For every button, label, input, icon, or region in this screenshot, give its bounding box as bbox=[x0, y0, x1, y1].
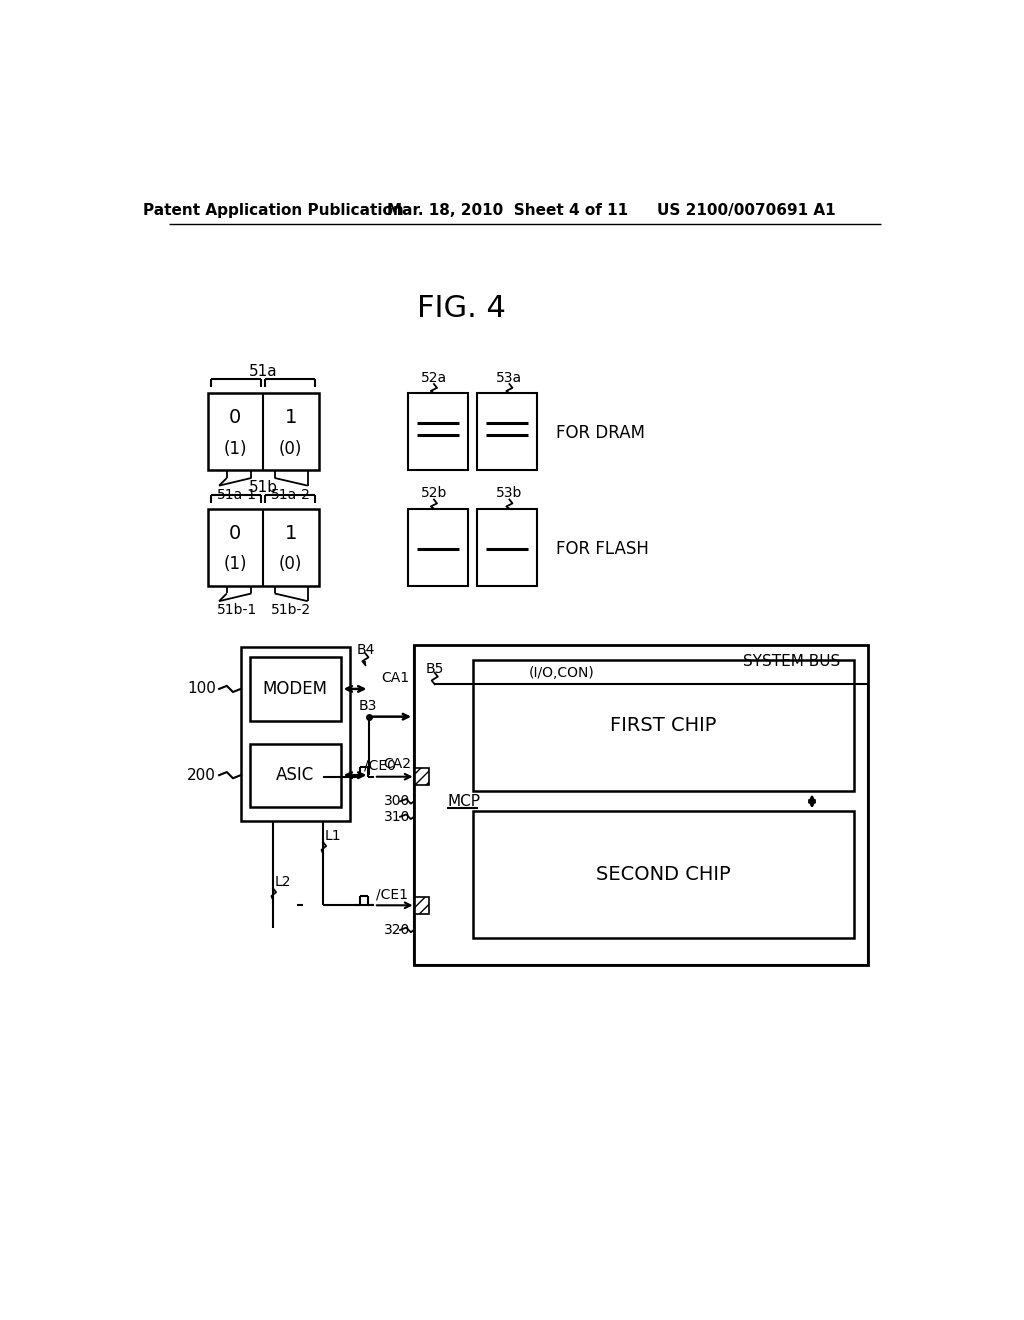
Text: 320: 320 bbox=[384, 923, 410, 937]
Text: SECOND CHIP: SECOND CHIP bbox=[596, 865, 731, 884]
Bar bbox=[414, 645, 868, 965]
Text: 1: 1 bbox=[285, 408, 297, 428]
Bar bbox=[250, 657, 341, 721]
Bar bbox=[208, 508, 319, 586]
Text: /CE0: /CE0 bbox=[364, 759, 395, 774]
Text: 1: 1 bbox=[285, 524, 297, 543]
Text: 51a-2: 51a-2 bbox=[270, 488, 310, 502]
Text: 53a: 53a bbox=[497, 371, 522, 385]
Text: SYSTEM BUS: SYSTEM BUS bbox=[742, 655, 840, 669]
Bar bbox=[473, 660, 854, 792]
Text: Mar. 18, 2010  Sheet 4 of 11: Mar. 18, 2010 Sheet 4 of 11 bbox=[387, 203, 629, 218]
Text: FIRST CHIP: FIRST CHIP bbox=[610, 717, 717, 735]
Text: 51a: 51a bbox=[249, 364, 278, 379]
Text: FOR FLASH: FOR FLASH bbox=[556, 540, 649, 558]
Bar bbox=[408, 393, 468, 470]
Text: 0: 0 bbox=[229, 524, 242, 543]
Text: MODEM: MODEM bbox=[263, 680, 328, 698]
Text: (0): (0) bbox=[279, 440, 302, 458]
Text: MCP: MCP bbox=[447, 793, 480, 809]
Text: 52a: 52a bbox=[421, 371, 447, 385]
Text: 200: 200 bbox=[187, 768, 216, 783]
Bar bbox=[473, 812, 854, 939]
Bar bbox=[416, 896, 429, 913]
Text: (1): (1) bbox=[223, 440, 247, 458]
Text: 53b: 53b bbox=[497, 486, 522, 500]
Text: FOR DRAM: FOR DRAM bbox=[556, 424, 645, 442]
Text: 310: 310 bbox=[384, 809, 411, 824]
Text: 51b: 51b bbox=[249, 479, 278, 495]
Text: CA1: CA1 bbox=[381, 671, 409, 685]
Bar bbox=[208, 393, 319, 470]
Bar bbox=[477, 393, 538, 470]
Text: 51a-1: 51a-1 bbox=[217, 488, 257, 502]
Text: L1: L1 bbox=[325, 829, 341, 843]
Text: (I/O,CON): (I/O,CON) bbox=[528, 665, 595, 680]
Text: 51b-2: 51b-2 bbox=[270, 603, 310, 618]
Text: 300: 300 bbox=[384, 795, 410, 808]
Text: 100: 100 bbox=[187, 681, 216, 697]
Text: 51b-1: 51b-1 bbox=[217, 603, 257, 618]
Text: B3: B3 bbox=[358, 698, 377, 713]
Text: (0): (0) bbox=[279, 556, 302, 573]
Bar bbox=[477, 508, 538, 586]
Text: Patent Application Publication: Patent Application Publication bbox=[142, 203, 403, 218]
Text: B5: B5 bbox=[426, 661, 443, 676]
Text: FIG. 4: FIG. 4 bbox=[417, 294, 506, 323]
Text: 52b: 52b bbox=[421, 486, 447, 500]
Bar bbox=[241, 647, 350, 821]
Bar bbox=[250, 743, 341, 807]
Bar bbox=[408, 508, 468, 586]
Text: (1): (1) bbox=[223, 556, 247, 573]
Text: B4: B4 bbox=[356, 643, 375, 656]
Text: L2: L2 bbox=[274, 875, 291, 890]
Text: 0: 0 bbox=[229, 408, 242, 428]
Text: /CE1: /CE1 bbox=[376, 887, 408, 902]
Bar bbox=[416, 768, 429, 785]
Text: US 2100/0070691 A1: US 2100/0070691 A1 bbox=[657, 203, 836, 218]
Text: CA2: CA2 bbox=[383, 758, 411, 771]
Text: ASIC: ASIC bbox=[276, 766, 314, 784]
